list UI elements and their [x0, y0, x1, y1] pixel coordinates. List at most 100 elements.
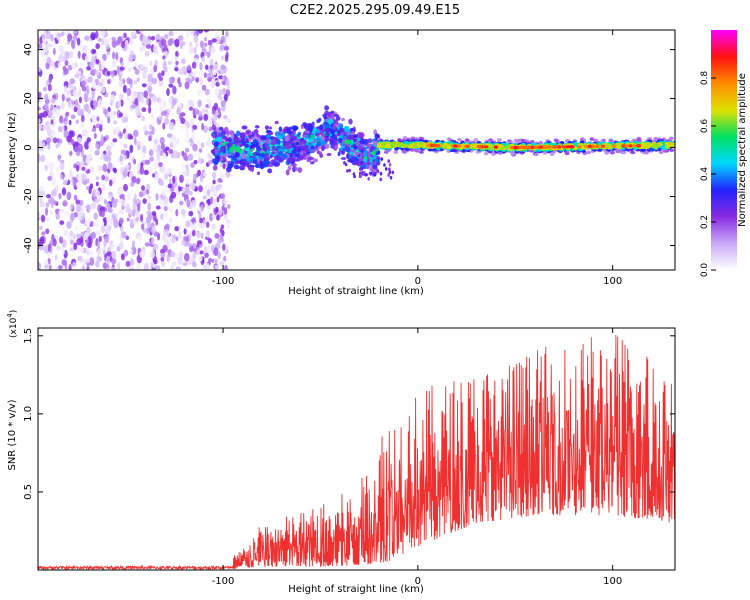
noise-cell — [204, 30, 209, 33]
band-cell — [346, 136, 353, 141]
line-cell — [505, 144, 511, 149]
line-cell — [589, 137, 595, 141]
noise-cell — [204, 37, 208, 42]
noise-cell — [147, 73, 153, 83]
band-cell — [346, 169, 349, 173]
noise-cell — [207, 238, 212, 244]
noise-cell — [159, 199, 163, 208]
band-cell — [340, 127, 345, 134]
noise-cell — [52, 47, 56, 56]
line-cell — [640, 148, 646, 152]
noise-cell — [206, 51, 211, 59]
noise-cell — [206, 230, 210, 238]
noise-cell — [134, 193, 137, 202]
noise-cell — [92, 49, 97, 54]
noise-cell — [165, 223, 170, 230]
noise-cell — [114, 127, 120, 134]
noise-cell — [130, 218, 134, 226]
peak-cell — [546, 145, 551, 149]
noise-cell — [57, 154, 61, 162]
noise-cell — [180, 43, 183, 50]
noise-cell — [191, 61, 197, 69]
peak-cell — [477, 145, 483, 149]
band-cell — [277, 151, 284, 156]
noise-cell — [167, 61, 172, 65]
noise-cell — [224, 93, 228, 102]
band-cell — [240, 164, 245, 170]
noise-cell — [201, 122, 205, 131]
band-cell — [299, 151, 304, 156]
line-cell — [630, 150, 636, 155]
noise-cell — [95, 176, 100, 181]
noise-cell — [168, 30, 174, 37]
line-cell — [488, 138, 493, 142]
noise-cell — [175, 209, 179, 217]
band-cell — [250, 144, 254, 148]
snr-series-line — [38, 334, 675, 570]
noise-cell — [183, 228, 187, 235]
noise-cell — [138, 94, 142, 102]
noise-cell — [198, 116, 203, 121]
noise-cell — [84, 55, 89, 63]
noise-cell — [81, 86, 87, 92]
band-cell — [259, 160, 264, 167]
noise-cell — [174, 38, 180, 48]
band-cell — [228, 155, 234, 159]
noise-cell — [143, 90, 148, 99]
noise-cell — [59, 162, 65, 171]
band-cell — [357, 145, 363, 151]
noise-cell — [87, 108, 92, 115]
noise-cell — [155, 205, 161, 210]
noise-cell — [209, 212, 214, 222]
noise-cell — [188, 41, 193, 48]
noise-cell — [139, 63, 145, 70]
noise-cell — [225, 79, 230, 86]
noise-cell — [96, 255, 100, 264]
noise-cell — [86, 96, 93, 102]
noise-cell — [117, 36, 122, 45]
noise-cell — [196, 231, 202, 239]
band-cell — [359, 174, 363, 178]
noise-cell — [100, 37, 105, 46]
band-cell — [379, 177, 383, 182]
noise-cell — [128, 153, 133, 162]
peak-cell — [542, 145, 547, 149]
band-cell — [251, 131, 255, 138]
band-cell — [274, 131, 281, 137]
line-cell — [396, 142, 402, 146]
noise-cell — [94, 30, 99, 39]
noise-cell — [60, 101, 65, 110]
noise-cell — [162, 170, 167, 176]
noise-cell — [220, 55, 225, 60]
peak-cell — [565, 145, 571, 149]
band-cell — [282, 153, 288, 160]
line-cell — [610, 150, 615, 155]
noise-cell — [111, 266, 116, 270]
noise-cell — [114, 198, 119, 203]
noise-cell — [185, 168, 190, 177]
noise-cell — [163, 44, 168, 52]
noise-cell — [64, 229, 68, 236]
noise-cell — [200, 142, 205, 148]
noise-cell — [162, 152, 167, 160]
noise-cell — [58, 139, 63, 144]
noise-cell — [147, 195, 152, 200]
noise-cell — [66, 91, 72, 99]
band-cell — [341, 117, 345, 122]
noise-cell — [50, 104, 54, 111]
band-cell — [353, 134, 358, 138]
band-cell — [266, 149, 270, 154]
y-tick-label: 1.5 — [23, 328, 34, 344]
band-cell — [373, 173, 377, 177]
noise-cell — [148, 81, 153, 86]
noise-cell — [188, 106, 194, 111]
noise-cell — [94, 149, 100, 156]
noise-cell — [72, 233, 76, 240]
colorbar-gradient — [711, 30, 737, 270]
noise-cell — [176, 266, 180, 270]
noise-cell — [169, 142, 174, 149]
noise-cell — [152, 173, 156, 178]
noise-cell — [59, 220, 65, 225]
noise-cell — [212, 171, 217, 180]
noise-cell — [203, 125, 209, 133]
